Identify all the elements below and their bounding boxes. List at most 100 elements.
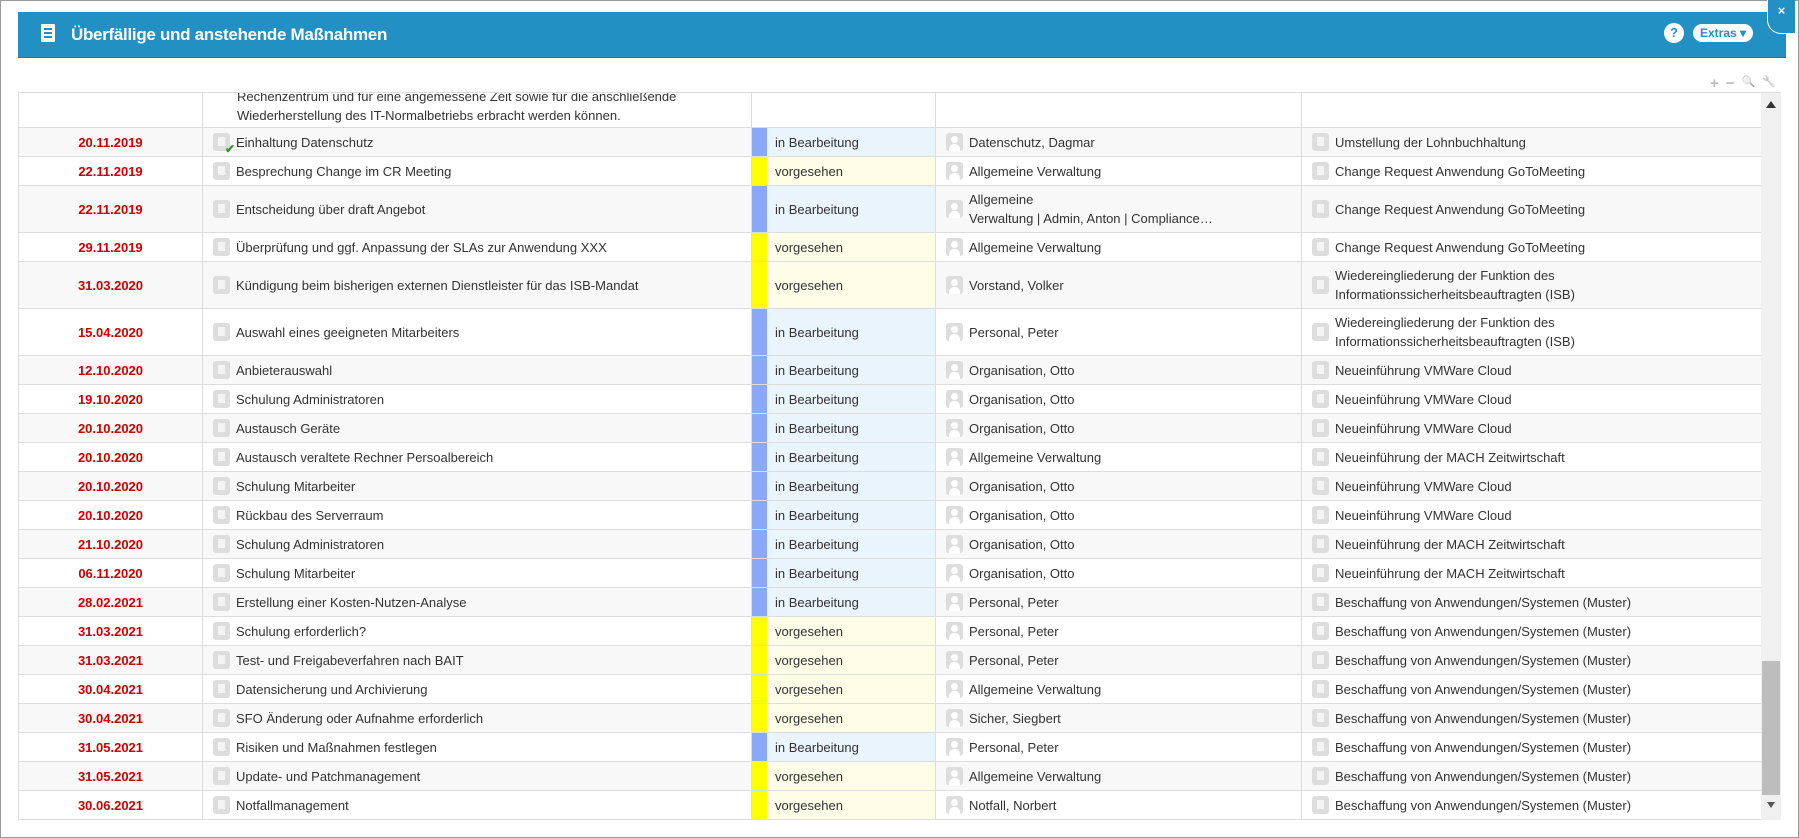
measure-title[interactable]: Schulung erforderlich? xyxy=(236,623,367,639)
responsible-person[interactable]: Organisation, Otto xyxy=(969,420,1075,436)
measure-title[interactable]: Anbieterauswahl xyxy=(236,362,333,378)
measure-title[interactable]: Erstellung einer Kosten-Nutzen-Analyse xyxy=(236,594,467,610)
table-row[interactable]: 20.10.2020 Austausch veraltete Rechner Pe… xyxy=(19,443,1761,472)
responsible-person[interactable]: Vorstand, Volker xyxy=(969,277,1064,293)
table-row[interactable]: 29.11.2019 Überprüfung und ggf. Anpassung… xyxy=(19,233,1761,262)
measure-title[interactable]: Austausch veraltete Rechner Persoalberei… xyxy=(236,449,494,465)
responsible-person[interactable]: Allgemeine Verwaltung xyxy=(969,449,1102,465)
table-row[interactable]: 28.02.2021 Erstellung einer Kosten-Nutzen… xyxy=(19,588,1761,617)
minus-icon[interactable]: − xyxy=(1725,75,1735,92)
responsible-person[interactable]: Personal, Peter xyxy=(969,594,1059,610)
related-object[interactable]: Neueinführung VMWare Cloud xyxy=(1335,507,1512,523)
related-object[interactable]: Wiedereingliederung der Funktion des Inf… xyxy=(1335,315,1575,349)
responsible-person[interactable]: Organisation, Otto xyxy=(969,507,1075,523)
measure-title[interactable]: Schulung Administratoren xyxy=(236,391,385,407)
measure-title[interactable]: Schulung Mitarbeiter xyxy=(236,565,356,581)
related-object[interactable]: Change Request Anwendung GoToMeeting xyxy=(1335,239,1586,255)
related-object[interactable]: Change Request Anwendung GoToMeeting xyxy=(1335,163,1586,179)
related-object[interactable]: Neueinführung der MACH Zeitwirtschaft xyxy=(1335,536,1565,552)
table-row[interactable]: 20.10.2020 Rückbau des Serverraum in Bearb… xyxy=(19,501,1761,530)
table-row[interactable]: 30.06.2021 Notfallmanagement vorgesehen Not… xyxy=(19,791,1761,820)
related-object[interactable]: Beschaffung von Anwendungen/Systemen (Mu… xyxy=(1335,768,1632,784)
related-object[interactable]: Neueinführung VMWare Cloud xyxy=(1335,420,1512,436)
related-object[interactable]: Umstellung der Lohnbuchhaltung xyxy=(1335,134,1526,150)
measure-title[interactable]: Entscheidung über draft Angebot xyxy=(236,201,426,217)
extras-dropdown[interactable]: Extras ▾ xyxy=(1693,24,1753,42)
scrollbar-thumb[interactable] xyxy=(1762,661,1780,795)
table-row[interactable]: 20.10.2020 Schulung Mitarbeiter in Bearbei… xyxy=(19,472,1761,501)
table-row[interactable]: 30.04.2021 SFO Änderung oder Aufnahme erf… xyxy=(19,704,1761,733)
responsible-person[interactable]: Allgemeine Verwaltung xyxy=(969,163,1102,179)
table-row[interactable]: 20.10.2020 Austausch Geräte in Bearbeitung… xyxy=(19,414,1761,443)
table-row[interactable]: 06.11.2020 Schulung Mitarbeiter in Bearbei… xyxy=(19,559,1761,588)
measure-title[interactable]: Rückbau des Serverraum xyxy=(236,507,384,523)
related-object[interactable]: Change Request Anwendung GoToMeeting xyxy=(1335,201,1586,217)
related-object[interactable]: Neueinführung der MACH Zeitwirtschaft xyxy=(1335,449,1565,465)
responsible-person[interactable]: Allgemeine Verwaltung | Admin, Anton | C… xyxy=(969,192,1213,226)
responsible-person[interactable]: Allgemeine Verwaltung xyxy=(969,681,1102,697)
table-row[interactable]: 31.03.2021 Test- und Freigabeverfahren na… xyxy=(19,646,1761,675)
scroll-up-arrow-icon[interactable] xyxy=(1766,101,1776,108)
measure-title[interactable]: Schulung Administratoren xyxy=(236,536,385,552)
measure-title[interactable]: Update- und Patchmanagement xyxy=(236,768,421,784)
measure-title[interactable]: Notfallmanagement xyxy=(236,797,349,813)
responsible-person[interactable]: Allgemeine Verwaltung xyxy=(969,239,1102,255)
measure-title[interactable]: Überprüfung und ggf. Anpassung der SLAs … xyxy=(236,239,607,255)
table-row[interactable]: 21.10.2020 Schulung Administratoren in Bea… xyxy=(19,530,1761,559)
related-object[interactable]: Beschaffung von Anwendungen/Systemen (Mu… xyxy=(1335,652,1632,668)
measure-title[interactable]: Schulung Mitarbeiter xyxy=(236,478,356,494)
vertical-scrollbar[interactable] xyxy=(1761,92,1781,820)
related-object[interactable]: Beschaffung von Anwendungen/Systemen (Mu… xyxy=(1335,710,1632,726)
related-object[interactable]: Neueinführung VMWare Cloud xyxy=(1335,391,1512,407)
responsible-person[interactable]: Personal, Peter xyxy=(969,623,1059,639)
measure-title[interactable]: Einhaltung Datenschutz xyxy=(236,134,374,150)
related-object[interactable]: Beschaffung von Anwendungen/Systemen (Mu… xyxy=(1335,594,1632,610)
responsible-person[interactable]: Datenschutz, Dagmar xyxy=(969,134,1095,150)
search-icon[interactable]: 🔍 xyxy=(1741,76,1756,88)
table-row[interactable]: 22.11.2019 Besprechung Change im CR Meeti… xyxy=(19,157,1761,186)
measure-title[interactable]: Besprechung Change im CR Meeting xyxy=(236,163,452,179)
responsible-person[interactable]: Organisation, Otto xyxy=(969,362,1075,378)
table-row[interactable]: 31.03.2021 Schulung erforderlich? vorgeseh… xyxy=(19,617,1761,646)
related-object[interactable]: Beschaffung von Anwendungen/Systemen (Mu… xyxy=(1335,797,1632,813)
related-object[interactable]: Beschaffung von Anwendungen/Systemen (Mu… xyxy=(1335,739,1632,755)
table-row[interactable]: 22.11.2019 Entscheidung über draft Angebo… xyxy=(19,186,1761,233)
related-object[interactable]: Beschaffung von Anwendungen/Systemen (Mu… xyxy=(1335,623,1632,639)
responsible-person[interactable]: Sicher, Siegbert xyxy=(969,710,1061,726)
responsible-person[interactable]: Organisation, Otto xyxy=(969,391,1075,407)
table-row[interactable]: 12.10.2020 Anbieterauswahl in Bearbeitung O… xyxy=(19,356,1761,385)
related-object[interactable]: Beschaffung von Anwendungen/Systemen (Mu… xyxy=(1335,681,1632,697)
measure-title[interactable]: SFO Änderung oder Aufnahme erforderlich xyxy=(236,710,484,726)
measure-title[interactable]: Auswahl eines geeigneten Mitarbeiters xyxy=(236,324,460,340)
table-row[interactable]: 31.05.2021 Update- und Patchmanagement vor… xyxy=(19,762,1761,791)
measure-title[interactable]: Datensicherung und Archivierung xyxy=(236,681,428,697)
measure-title[interactable]: Kündigung beim bisherigen externen Diens… xyxy=(236,277,639,293)
close-button[interactable]: × xyxy=(1767,0,1795,34)
plus-icon[interactable]: + xyxy=(1710,75,1719,92)
table-row[interactable]: Rechenzentrum und für eine angemessene Z… xyxy=(19,93,1761,128)
related-object[interactable]: Wiedereingliederung der Funktion des Inf… xyxy=(1335,268,1575,302)
table-row[interactable]: 15.04.2020 Auswahl eines geeigneten Mitar… xyxy=(19,309,1761,356)
measure-title[interactable]: Risiken und Maßnahmen festlegen xyxy=(236,739,437,755)
responsible-person[interactable]: Personal, Peter xyxy=(969,652,1059,668)
table-row[interactable]: 31.05.2021 Risiken und Maßnahmen festlege… xyxy=(19,733,1761,762)
related-object[interactable]: Neueinführung VMWare Cloud xyxy=(1335,478,1512,494)
responsible-person[interactable]: Personal, Peter xyxy=(969,739,1059,755)
related-object[interactable]: Neueinführung VMWare Cloud xyxy=(1335,362,1512,378)
responsible-person[interactable]: Notfall, Norbert xyxy=(969,797,1057,813)
table-row[interactable]: 19.10.2020 Schulung Administratoren in Bea… xyxy=(19,385,1761,414)
responsible-person[interactable]: Personal, Peter xyxy=(969,324,1059,340)
responsible-person[interactable]: Organisation, Otto xyxy=(969,565,1075,581)
table-row[interactable]: 31.03.2020 Kündigung beim bisherigen exte… xyxy=(19,262,1761,309)
measure-title[interactable]: Austausch Geräte xyxy=(236,420,341,436)
responsible-person[interactable]: Allgemeine Verwaltung xyxy=(969,768,1102,784)
help-button[interactable]: ? xyxy=(1664,23,1684,43)
responsible-person[interactable]: Organisation, Otto xyxy=(969,478,1075,494)
related-object[interactable]: Neueinführung der MACH Zeitwirtschaft xyxy=(1335,565,1565,581)
scroll-down-arrow-icon[interactable] xyxy=(1767,802,1775,808)
table-row[interactable]: 20.11.2019 ✔ Einhaltung Datenschutz in Bear… xyxy=(19,128,1761,157)
wrench-icon[interactable]: 🔧 xyxy=(1762,76,1776,88)
table-row[interactable]: 30.04.2021 Datensicherung und Archivierun… xyxy=(19,675,1761,704)
measure-title[interactable]: Test- und Freigabeverfahren nach BAIT xyxy=(236,652,464,668)
responsible-person[interactable]: Organisation, Otto xyxy=(969,536,1075,552)
